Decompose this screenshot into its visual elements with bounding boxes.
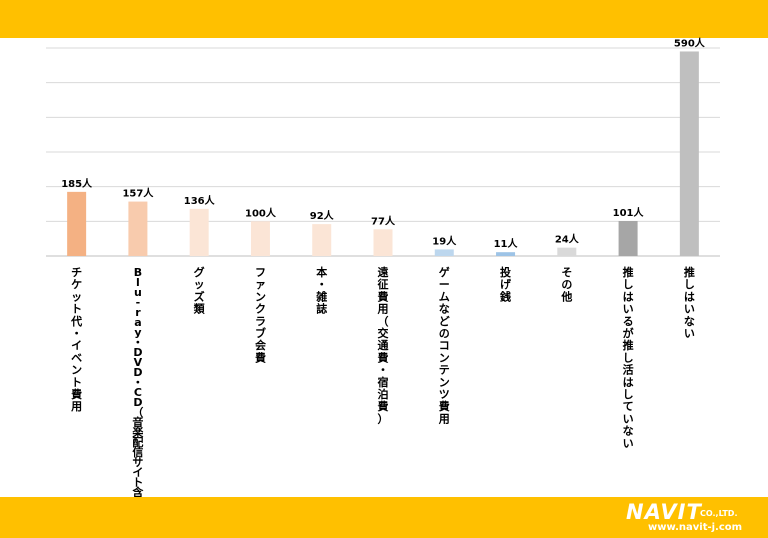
- category-label-3: グッズ類: [193, 265, 206, 316]
- value-label-6: 77人: [371, 214, 396, 227]
- bar-4: [250, 221, 270, 256]
- bar-5: [312, 224, 332, 256]
- logo-company-suffix: CO.,LTD.: [700, 509, 738, 518]
- value-label-9: 24人: [555, 233, 580, 246]
- category-label-7: ゲームなどのコンテンツ費用: [438, 265, 450, 425]
- category-label-5: 本・雑誌: [315, 265, 327, 316]
- category-label-9: その他: [560, 266, 572, 303]
- bar-7: [434, 249, 454, 256]
- bar-6: [373, 229, 393, 256]
- category-label-11: 推しはいない: [684, 265, 695, 340]
- bar-10: [618, 220, 638, 256]
- value-label-4: 100人: [245, 206, 277, 219]
- value-label-11: 590人: [674, 36, 706, 49]
- category-label-10: 推しはいるが推し活はしていない: [623, 265, 634, 450]
- value-label-7: 19人: [432, 234, 457, 247]
- bars-group: [67, 51, 699, 256]
- bar-9: [557, 247, 577, 256]
- value-label-3: 136人: [184, 194, 216, 207]
- value-label-5: 92人: [310, 209, 335, 222]
- value-label-8: 11人: [494, 237, 519, 250]
- navit-logo[interactable]: NAVIT CO.,LTD. www.navit-j.com: [626, 500, 758, 534]
- category-label-8: 投げ銭: [499, 265, 512, 303]
- bar-3: [189, 208, 209, 256]
- value-label-1: 185人: [61, 177, 93, 190]
- value-label-10: 101人: [613, 206, 645, 219]
- bottom-banner: [0, 497, 768, 538]
- bar-1: [67, 191, 87, 256]
- category-label-4: ファンクラブ会費: [254, 266, 267, 364]
- bar-8: [496, 252, 516, 256]
- bar-2: [128, 201, 148, 256]
- category-label-1: チケット代・イベント費用: [70, 266, 82, 413]
- value-labels-group: 185人 157人 136人 100人 92人 77人 19人 11人 24人 101人 590人: [61, 36, 706, 250]
- gridlines: [46, 47, 720, 222]
- logo-url: www.navit-j.com: [648, 522, 743, 533]
- top-banner: [0, 0, 768, 38]
- category-label-2: Blu-ray・DVD・CD（音楽配信サイト含む）: [131, 266, 144, 519]
- bar-11: [679, 51, 699, 256]
- value-label-2: 157人: [122, 187, 154, 200]
- logo-text: NAVIT: [626, 500, 702, 524]
- category-labels-group: チケット代・イベント費用 Blu-ray・DVD・CD（音楽配信サイト含む） グッズ…: [70, 265, 695, 519]
- category-label-6: 遠征費用（交通費・宿泊費）: [377, 265, 389, 425]
